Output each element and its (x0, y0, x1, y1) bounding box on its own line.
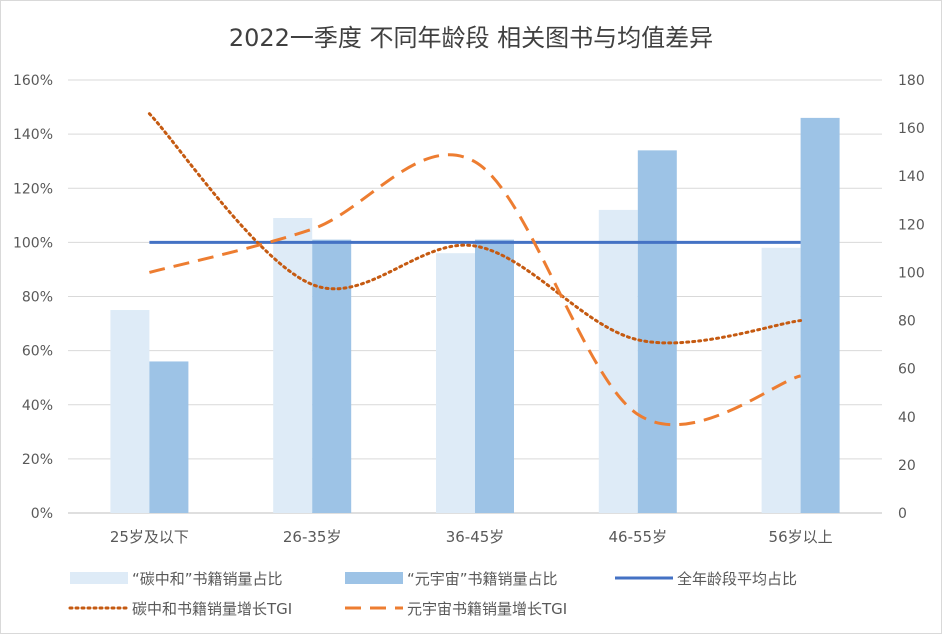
bar-series-0 (110, 310, 150, 513)
legend-label: “碳中和”书籍销量占比 (132, 570, 283, 588)
y-right-tick-label: 60 (898, 362, 916, 378)
y-left-tick-label: 60% (22, 344, 53, 360)
legend-swatch (70, 572, 128, 584)
bar-series-1 (475, 239, 514, 513)
y-left-tick-label: 40% (22, 398, 53, 414)
bar-series-0 (598, 209, 638, 513)
legend-label: 碳中和书籍销量增长TGI (132, 600, 292, 618)
y-right-tick-label: 20 (898, 458, 916, 474)
bar-series (110, 117, 840, 514)
y-left-tick-label: 140% (13, 127, 53, 143)
y-left-tick-label: 120% (13, 181, 53, 197)
x-category-label: 56岁以上 (769, 528, 833, 546)
y-right-tick-label: 0 (898, 506, 907, 522)
axis-labels: 0% 20% 40% 60% 80% 100% 120% 140% 160% 0 20 40 60 80 1… (13, 73, 925, 546)
legend-label: “元宇宙”书籍销量占比 (407, 570, 558, 588)
y-left-tick-label: 100% (13, 235, 53, 251)
y-right-tick-label: 160 (898, 121, 925, 137)
x-category-label: 36-45岁 (446, 528, 505, 546)
chart-title: 2022一季度 不同年龄段 相关图书与均值差异 (228, 24, 714, 52)
bar-series-1 (800, 117, 840, 513)
y-right-tick-label: 140 (898, 169, 925, 185)
bar-series-1 (637, 150, 677, 514)
y-right-tick-label: 120 (898, 217, 925, 233)
y-left-tick-label: 160% (13, 73, 53, 89)
x-category-label: 46-55岁 (609, 528, 668, 546)
x-category-label: 26-35岁 (283, 528, 342, 546)
y-right-tick-label: 40 (898, 410, 916, 426)
bar-series-0 (273, 218, 313, 514)
legend: “碳中和”书籍销量占比 “元宇宙”书籍销量占比 全年龄段平均占比碳中和书籍销量增长T… (68, 570, 797, 618)
line-series-4 (149, 153, 801, 427)
y-left-tick-label: 0% (31, 506, 53, 522)
line-series (147, 112, 803, 427)
line-series-3 (147, 112, 803, 345)
legend-swatch (345, 572, 403, 584)
bar-series-1 (312, 239, 352, 513)
y-right-tick-label: 80 (898, 314, 916, 330)
bar-series-0 (436, 253, 475, 513)
legend-label: 元宇宙书籍销量增长TGI (407, 600, 567, 618)
bar-series-0 (761, 247, 801, 513)
y-right-tick-label: 100 (898, 265, 925, 281)
y-right-tick-label: 180 (898, 73, 925, 89)
bar-series-1 (149, 361, 189, 513)
y-left-tick-label: 80% (22, 290, 53, 306)
legend-label: 全年龄段平均占比 (677, 570, 797, 588)
x-category-label: 25岁及以下 (110, 528, 189, 546)
y-left-tick-label: 20% (22, 452, 53, 468)
